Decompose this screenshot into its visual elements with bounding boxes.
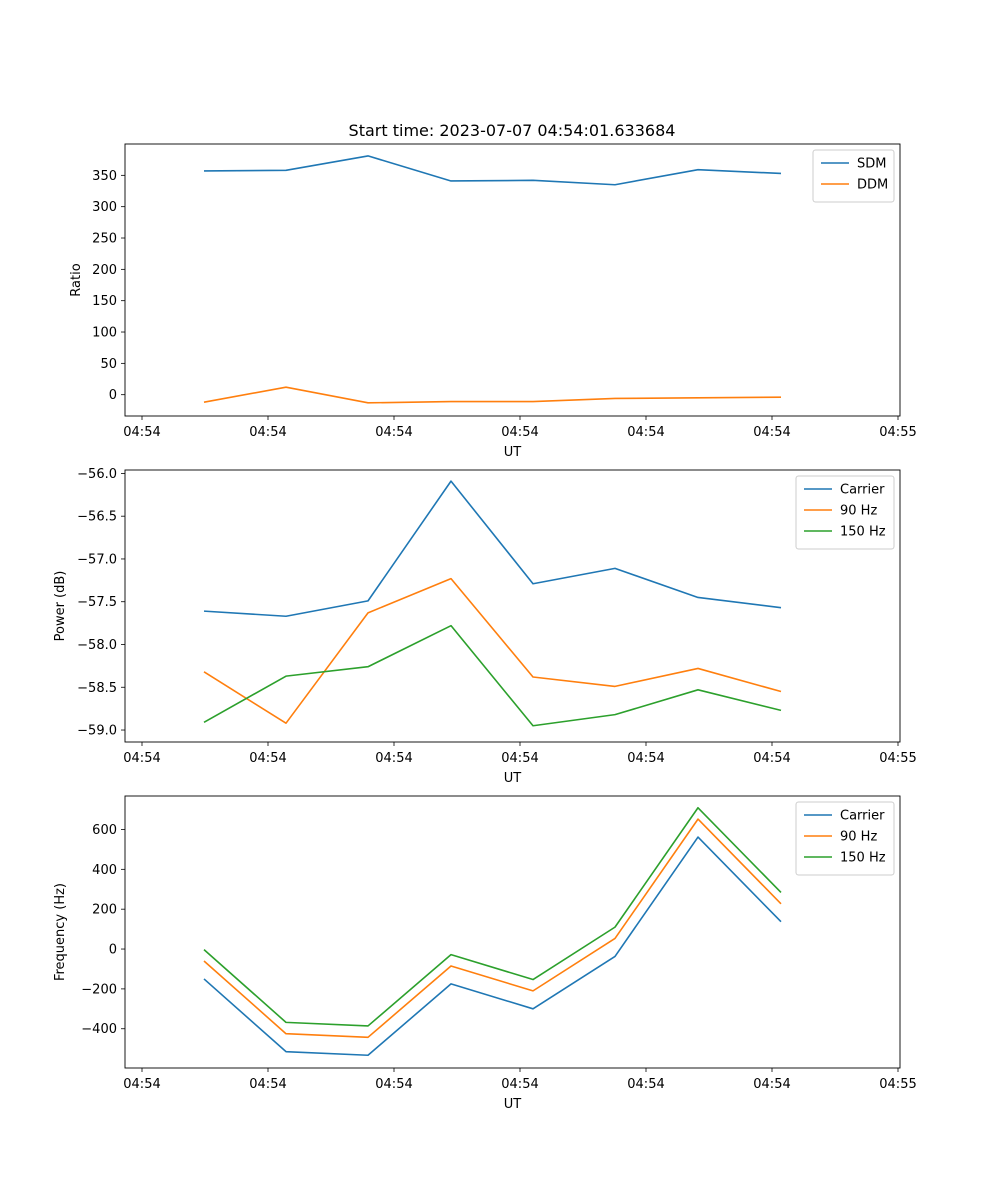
x-tick-label: 04:54 (627, 425, 664, 440)
legend-entry: 150 Hz (840, 525, 886, 540)
y-tick-label: 400 (92, 863, 117, 878)
plot-frame (124, 795, 901, 1069)
y-axis-label: Ratio (69, 263, 84, 296)
x-tick-label: 04:54 (753, 425, 790, 440)
y-tick-label: 200 (92, 263, 117, 278)
series-line-90-hz (203, 577, 782, 724)
x-axis-label: UT (504, 445, 522, 460)
series-line-carrier (203, 836, 782, 1057)
x-tick-label: 04:54 (375, 1077, 412, 1092)
x-tick-label: 04:54 (501, 1077, 538, 1092)
series-line-ddm (203, 386, 782, 404)
series-line-90-hz (203, 818, 782, 1039)
x-tick-label: 04:54 (123, 1077, 160, 1092)
chart-panel-1: 0 50 100 150 200 250 300 350 04:54 04:54 04:54 04:5… (69, 143, 917, 460)
legend-entry: Carrier (840, 483, 885, 498)
x-tick-label: 04:54 (753, 751, 790, 766)
legend-entry: Carrier (840, 809, 885, 824)
y-tick-label: 0 (109, 388, 117, 403)
y-tick-label: −58.0 (77, 638, 117, 653)
plot-frame (124, 143, 901, 417)
y-tick-label: 350 (92, 169, 117, 184)
legend: Carrier 90 Hz 150 Hz (795, 475, 895, 550)
x-tick-label: 04:54 (627, 751, 664, 766)
legend-entry: SDM (857, 157, 886, 172)
x-tick-label: 04:54 (375, 751, 412, 766)
y-tick-label: 200 (92, 903, 117, 918)
y-tick-label: 50 (100, 357, 117, 372)
y-axis-label: Frequency (Hz) (53, 883, 68, 981)
x-tick-label: 04:55 (879, 1077, 916, 1092)
chart-panel-3: −400 −200 0 200 400 600 04:54 04:54 04:54 04:54 04… (53, 795, 917, 1112)
x-tick-label: 04:54 (249, 751, 286, 766)
y-tick-label: −56.5 (77, 510, 117, 525)
y-tick-label: −56.0 (77, 467, 117, 482)
series-line-150-hz (203, 806, 782, 1027)
series-line-carrier (203, 480, 782, 618)
y-tick-label: 250 (92, 232, 117, 247)
y-tick-label: 100 (92, 326, 117, 341)
x-tick-label: 04:54 (501, 751, 538, 766)
x-axis-label: UT (504, 1097, 522, 1112)
legend-entry: 90 Hz (840, 830, 877, 845)
y-axis-label: Power (dB) (53, 571, 68, 642)
y-tick-label: 300 (92, 200, 117, 215)
y-tick-label: −58.5 (77, 681, 117, 696)
x-tick-label: 04:54 (501, 425, 538, 440)
y-tick-label: −57.5 (77, 595, 117, 610)
x-axis-label: UT (504, 771, 522, 786)
x-tick-label: 04:54 (753, 1077, 790, 1092)
x-tick-label: 04:54 (123, 425, 160, 440)
x-tick-label: 04:55 (879, 425, 916, 440)
x-tick-label: 04:54 (627, 1077, 664, 1092)
legend: Carrier 90 Hz 150 Hz (795, 801, 895, 876)
series-line-sdm (203, 155, 782, 186)
y-tick-label: 0 (109, 943, 117, 958)
x-tick-label: 04:55 (879, 751, 916, 766)
legend: SDM DDM (812, 149, 895, 203)
y-tick-label: −59.0 (77, 724, 117, 739)
legend-entry: DDM (857, 178, 888, 193)
figure-title: Start time: 2023-07-07 04:54:01.633684 (349, 121, 676, 140)
series-line-150-hz (203, 624, 782, 727)
y-tick-label: 600 (92, 823, 117, 838)
x-tick-label: 04:54 (123, 751, 160, 766)
x-tick-label: 04:54 (249, 1077, 286, 1092)
y-tick-label: −57.0 (77, 552, 117, 567)
y-tick-label: −200 (81, 982, 117, 997)
legend-entry: 150 Hz (840, 851, 886, 866)
y-tick-label: 150 (92, 294, 117, 309)
chart-panel-2: −59.0 −58.5 −58.0 −57.5 −57.0 −56.5 −56.0 04:54… (53, 467, 917, 786)
y-tick-label: −400 (81, 1022, 117, 1037)
plot-frame (124, 469, 901, 743)
legend-entry: 90 Hz (840, 504, 877, 519)
x-tick-label: 04:54 (249, 425, 286, 440)
x-tick-label: 04:54 (375, 425, 412, 440)
